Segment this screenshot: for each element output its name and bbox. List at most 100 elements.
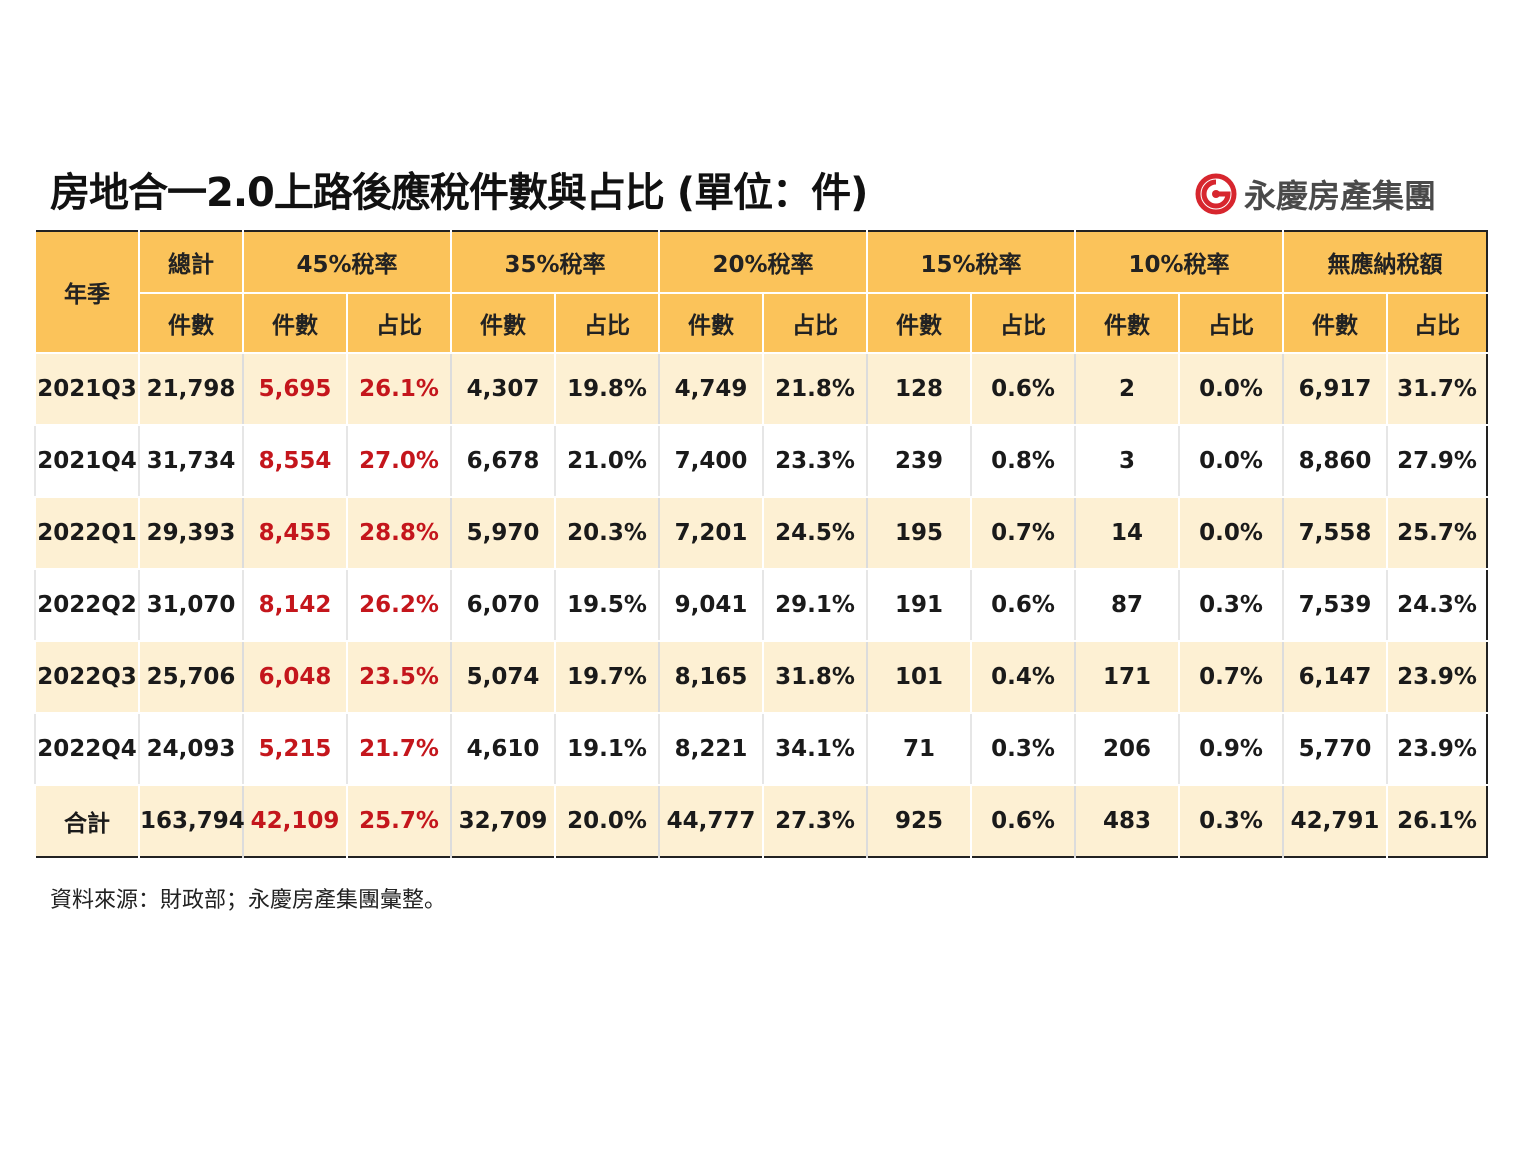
cell-share: 19.8% <box>554 353 659 426</box>
subheader-share: 占比 <box>1178 293 1283 354</box>
cell-count: 6,147 <box>1282 641 1387 714</box>
tax-table: 年季 總計 45%稅率 35%稅率 20%稅率 15%稅率 10%稅率 無應納稅… <box>34 230 1488 858</box>
cell-count: 171 <box>1074 641 1179 714</box>
cell-count: 8,142 <box>242 569 347 642</box>
subheader-count: 件數 <box>866 293 971 354</box>
cell-count: 6,678 <box>450 425 555 498</box>
cell-count: 42,791 <box>1282 785 1387 857</box>
cell-count: 7,201 <box>658 497 763 570</box>
cell-count: 4,307 <box>450 353 555 426</box>
cell-total: 21,798 <box>138 353 243 426</box>
cell-share: 34.1% <box>762 713 867 786</box>
cell-share: 0.6% <box>970 785 1075 857</box>
cell-share: 0.8% <box>970 425 1075 498</box>
cell-share: 26.2% <box>346 569 451 642</box>
cell-share: 26.1% <box>1386 785 1487 857</box>
cell-count: 8,221 <box>658 713 763 786</box>
header-total: 總計 <box>138 231 243 294</box>
subheader-share: 占比 <box>970 293 1075 354</box>
cell-count: 925 <box>866 785 971 857</box>
cell-count: 7,539 <box>1282 569 1387 642</box>
cell-share: 20.0% <box>554 785 659 857</box>
cell-share: 23.9% <box>1386 641 1487 714</box>
header-group-none: 無應納稅額 <box>1282 231 1487 294</box>
subheader-share: 占比 <box>762 293 867 354</box>
cell-count: 9,041 <box>658 569 763 642</box>
subheader-count: 件數 <box>450 293 555 354</box>
cell-count: 5,770 <box>1282 713 1387 786</box>
header-period: 年季 <box>34 231 139 354</box>
cell-share: 21.7% <box>346 713 451 786</box>
cell-count: 2 <box>1074 353 1179 426</box>
cell-share: 24.5% <box>762 497 867 570</box>
header-group-45: 45%稅率 <box>242 231 451 294</box>
subheader-share: 占比 <box>346 293 451 354</box>
cell-count: 32,709 <box>450 785 555 857</box>
cell-count: 3 <box>1074 425 1179 498</box>
cell-total: 31,070 <box>138 569 243 642</box>
cell-share: 26.1% <box>346 353 451 426</box>
cell-share: 0.3% <box>970 713 1075 786</box>
cell-share: 23.9% <box>1386 713 1487 786</box>
cell-count: 5,695 <box>242 353 347 426</box>
table-row: 2021Q3 21,798 5,695 26.1% 4,307 19.8% 4,749 21.… <box>34 353 1487 426</box>
cell-count: 101 <box>866 641 971 714</box>
cell-count: 7,558 <box>1282 497 1387 570</box>
cell-share: 27.3% <box>762 785 867 857</box>
cell-share: 31.8% <box>762 641 867 714</box>
cell-share: 27.9% <box>1386 425 1487 498</box>
cell-share: 21.0% <box>554 425 659 498</box>
cell-count: 6,070 <box>450 569 555 642</box>
cell-share: 28.8% <box>346 497 451 570</box>
cell-period: 2021Q3 <box>34 353 139 426</box>
cell-count: 5,215 <box>242 713 347 786</box>
cell-share: 0.9% <box>1178 713 1283 786</box>
cell-share: 0.0% <box>1178 425 1283 498</box>
subheader-count: 件數 <box>658 293 763 354</box>
subheader-count: 件數 <box>242 293 347 354</box>
cell-share: 29.1% <box>762 569 867 642</box>
cell-count: 71 <box>866 713 971 786</box>
cell-count: 44,777 <box>658 785 763 857</box>
cell-count: 8,455 <box>242 497 347 570</box>
subheader-share: 占比 <box>554 293 659 354</box>
cell-count: 6,048 <box>242 641 347 714</box>
cell-period: 2022Q2 <box>34 569 139 642</box>
spiral-logo-icon <box>1195 173 1237 215</box>
cell-share: 0.7% <box>1178 641 1283 714</box>
cell-share: 19.7% <box>554 641 659 714</box>
subheader-count: 件數 <box>1074 293 1179 354</box>
cell-count: 5,074 <box>450 641 555 714</box>
cell-share: 0.7% <box>970 497 1075 570</box>
header-group-20: 20%稅率 <box>658 231 867 294</box>
cell-count: 6,917 <box>1282 353 1387 426</box>
subheader-share: 占比 <box>1386 293 1487 354</box>
cell-share: 0.0% <box>1178 353 1283 426</box>
cell-total: 31,734 <box>138 425 243 498</box>
cell-share: 19.1% <box>554 713 659 786</box>
cell-share: 0.6% <box>970 353 1075 426</box>
brand-logo: 永慶房產集團 <box>1194 172 1436 216</box>
header-group-10: 10%稅率 <box>1074 231 1283 294</box>
total-row: 合計 163,794 42,109 25.7% 32,709 20.0% 44,777 27.… <box>34 785 1487 857</box>
cell-share: 23.3% <box>762 425 867 498</box>
cell-period: 2022Q1 <box>34 497 139 570</box>
cell-share: 0.3% <box>1178 785 1283 857</box>
cell-total: 24,093 <box>138 713 243 786</box>
cell-count: 191 <box>866 569 971 642</box>
cell-total: 163,794 <box>138 785 245 857</box>
cell-count: 8,860 <box>1282 425 1387 498</box>
cell-share: 19.5% <box>554 569 659 642</box>
cell-period: 2022Q3 <box>34 641 139 714</box>
cell-count: 195 <box>866 497 971 570</box>
cell-share: 23.5% <box>346 641 451 714</box>
cell-share: 0.4% <box>970 641 1075 714</box>
cell-share: 25.7% <box>346 785 451 857</box>
cell-period: 2022Q4 <box>34 713 139 786</box>
cell-share: 24.3% <box>1386 569 1487 642</box>
cell-share: 27.0% <box>346 425 451 498</box>
cell-share: 21.8% <box>762 353 867 426</box>
cell-share: 20.3% <box>554 497 659 570</box>
cell-count: 7,400 <box>658 425 763 498</box>
table-row: 2022Q2 31,070 8,142 26.2% 6,070 19.5% 9,041 29.… <box>34 569 1487 642</box>
